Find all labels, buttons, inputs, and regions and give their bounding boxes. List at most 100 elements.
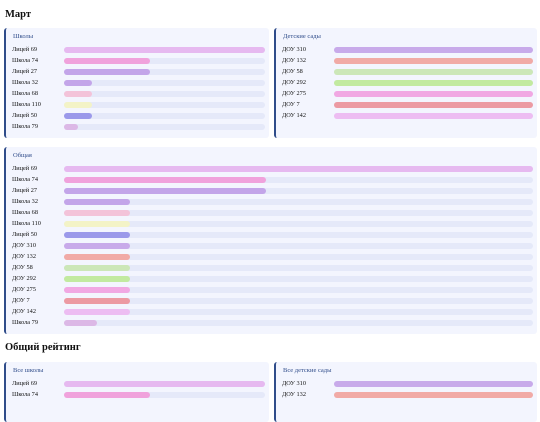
bar-row: ДОУ 132	[12, 252, 533, 262]
bar-лицей-69	[64, 166, 533, 172]
chart-title-schools: Школы	[13, 33, 34, 40]
bar-track	[64, 113, 265, 119]
bar-row: Лицей 27	[12, 186, 533, 196]
chart-panel-all-schools: Все школы Лицей 69 Школа 74	[4, 362, 269, 422]
bar-школа-79	[64, 320, 97, 326]
bar-track	[64, 80, 265, 86]
bar-row: Лицей 50	[12, 111, 265, 121]
bar-лицей-69	[64, 47, 265, 53]
bar-track	[64, 298, 533, 304]
bar-track	[64, 124, 265, 130]
bar-track	[334, 47, 533, 53]
bar-label: ДОУ 7	[282, 101, 300, 108]
bar-лицей-69	[64, 381, 265, 387]
bar-row: ДОУ 58	[282, 67, 533, 77]
bar-доу-7	[334, 102, 533, 108]
bar-школа-32	[64, 80, 93, 86]
section-title-overall-rating: Общий рейтинг	[5, 342, 81, 353]
bar-row: ДОУ 292	[282, 78, 533, 88]
chart-panel-overall: Общая Лицей 69 Школа 74 Лицей 27 Школа 32 Шк…	[4, 147, 537, 334]
bar-row: ДОУ 132	[282, 390, 533, 400]
bar-track	[64, 265, 533, 271]
bar-доу-292	[334, 80, 533, 86]
chart-title-all-kindergartens: Все детские сады	[283, 367, 332, 374]
section-title-march: Март	[5, 9, 32, 20]
bar-label: ДОУ 292	[282, 79, 306, 86]
bar-row: ДОУ 7	[282, 100, 533, 110]
bar-track	[64, 381, 265, 387]
bar-row: Школа 68	[12, 208, 533, 218]
bar-row: Школа 110	[12, 100, 265, 110]
bar-label: ДОУ 275	[12, 286, 36, 293]
bar-школа-68	[64, 91, 93, 97]
bar-track	[334, 80, 533, 86]
bar-row: ДОУ 310	[282, 45, 533, 55]
bar-label: Школа 110	[12, 101, 41, 108]
bar-label: ДОУ 58	[282, 68, 303, 75]
bar-школа-74	[64, 177, 266, 183]
bar-label: ДОУ 132	[12, 253, 36, 260]
bar-доу-132	[334, 392, 533, 398]
bar-row: Лицей 27	[12, 67, 265, 77]
bar-label: ДОУ 142	[282, 112, 306, 119]
bar-track	[64, 91, 265, 97]
bar-label: ДОУ 58	[12, 264, 33, 271]
bar-доу-7	[64, 298, 130, 304]
bar-школа-79	[64, 124, 79, 130]
bar-track	[334, 58, 533, 64]
bar-label: Школа 32	[12, 198, 38, 205]
chart-title-overall: Общая	[13, 152, 32, 159]
bar-row: ДОУ 275	[12, 285, 533, 295]
bar-track	[64, 47, 265, 53]
bar-label: Лицей 50	[12, 112, 38, 119]
bar-track	[64, 69, 265, 75]
bar-track	[64, 276, 533, 282]
bar-label: ДОУ 275	[282, 90, 306, 97]
bar-track	[334, 392, 533, 398]
bar-row: Школа 32	[12, 78, 265, 88]
bar-row: ДОУ 132	[282, 56, 533, 66]
bar-row: Школа 79	[12, 318, 533, 328]
bar-track	[334, 102, 533, 108]
chart-panel-kindergartens: Детские сады ДОУ 310 ДОУ 132 ДОУ 58 ДОУ 292…	[274, 28, 537, 138]
bar-доу-292	[64, 276, 130, 282]
bar-track	[64, 188, 533, 194]
bar-track	[64, 166, 533, 172]
bar-label: ДОУ 142	[12, 308, 36, 315]
chart-panel-all-kindergartens: Все детские сады ДОУ 310 ДОУ 132	[274, 362, 537, 422]
bar-row: Школа 74	[12, 390, 265, 400]
bar-label: Лицей 50	[12, 231, 38, 238]
bar-row: Школа 74	[12, 56, 265, 66]
bar-доу-142	[64, 309, 130, 315]
bar-row: Школа 74	[12, 175, 533, 185]
bar-track	[64, 210, 533, 216]
bar-track	[64, 320, 533, 326]
bar-track	[64, 309, 533, 315]
bar-track	[64, 392, 265, 398]
bar-лицей-27	[64, 69, 151, 75]
bar-лицей-50	[64, 232, 130, 238]
bar-row: ДОУ 142	[12, 307, 533, 317]
bar-label: Школа 74	[12, 391, 38, 398]
bar-row: Лицей 50	[12, 230, 533, 240]
bar-доу-132	[334, 58, 533, 64]
bar-track	[64, 58, 265, 64]
bar-row: Школа 110	[12, 219, 533, 229]
bar-row: Лицей 69	[12, 164, 533, 174]
bar-row: ДОУ 7	[12, 296, 533, 306]
bar-track	[334, 381, 533, 387]
bar-label: ДОУ 132	[282, 391, 306, 398]
bar-доу-58	[64, 265, 130, 271]
bar-row: Школа 68	[12, 89, 265, 99]
bar-track	[64, 221, 533, 227]
bar-доу-275	[64, 287, 130, 293]
bar-доу-275	[334, 91, 533, 97]
bar-row: ДОУ 292	[12, 274, 533, 284]
bar-лицей-50	[64, 113, 93, 119]
bar-школа-110	[64, 102, 93, 108]
bar-доу-132	[64, 254, 130, 260]
bar-доу-310	[334, 47, 533, 53]
bar-label: Школа 68	[12, 209, 38, 216]
bar-школа-68	[64, 210, 130, 216]
bar-label: ДОУ 310	[282, 46, 306, 53]
